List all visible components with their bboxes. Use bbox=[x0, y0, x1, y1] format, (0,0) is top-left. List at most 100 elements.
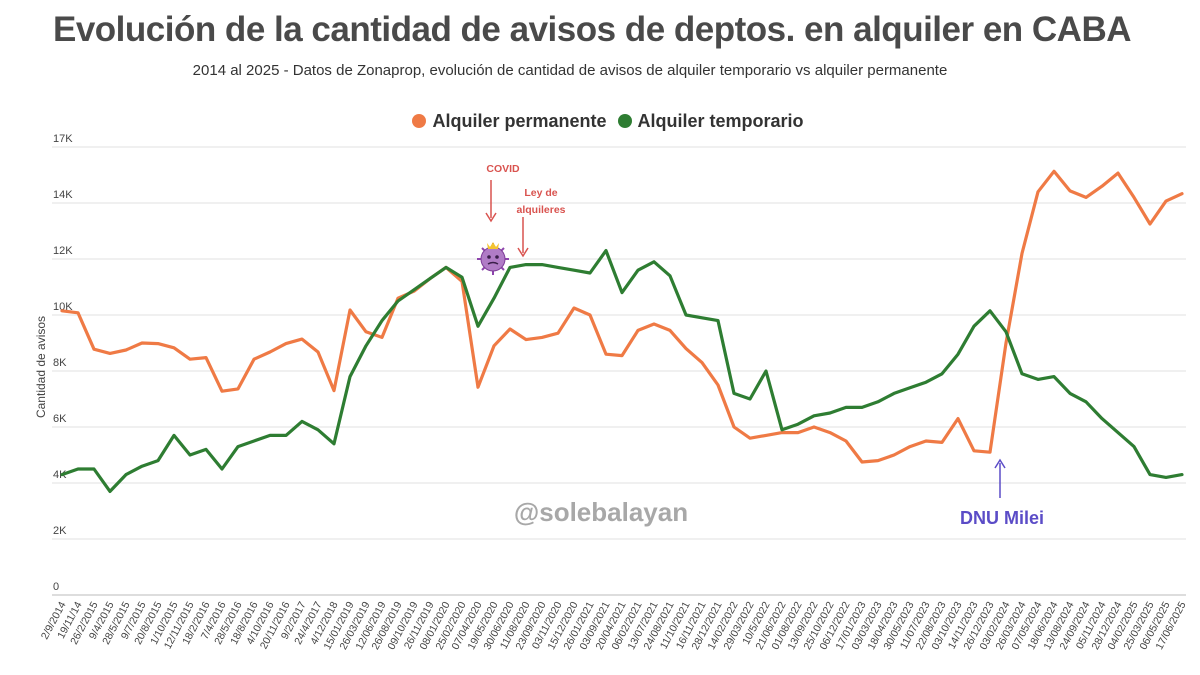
legend-swatch-permanente bbox=[412, 114, 427, 128]
data-point bbox=[237, 388, 239, 390]
data-point bbox=[365, 331, 367, 333]
data-point bbox=[877, 459, 879, 462]
data-point bbox=[653, 261, 655, 263]
data-point bbox=[525, 338, 527, 341]
data-point bbox=[317, 429, 319, 431]
data-point bbox=[989, 451, 991, 454]
data-point bbox=[221, 390, 223, 393]
data-point bbox=[765, 434, 767, 437]
annotation-dnu-arrowhead bbox=[994, 458, 1006, 469]
data-point bbox=[925, 440, 927, 442]
data-point bbox=[781, 429, 783, 431]
data-point bbox=[541, 263, 543, 266]
data-point bbox=[669, 275, 671, 277]
data-point bbox=[941, 441, 943, 444]
virus-emoji-icon bbox=[477, 242, 509, 275]
data-point bbox=[1181, 192, 1183, 195]
data-point bbox=[621, 291, 623, 294]
data-point bbox=[157, 342, 159, 345]
data-point bbox=[317, 351, 319, 353]
data-point bbox=[701, 361, 703, 364]
data-point bbox=[781, 431, 783, 434]
data-point bbox=[477, 325, 479, 328]
data-point bbox=[573, 307, 575, 309]
data-point bbox=[573, 269, 575, 272]
annotation-ley-2: alquileres bbox=[516, 204, 565, 216]
data-point bbox=[541, 336, 543, 339]
data-point bbox=[1069, 392, 1071, 395]
data-point bbox=[877, 401, 879, 403]
data-point bbox=[253, 358, 255, 361]
data-point bbox=[861, 406, 863, 409]
data-point bbox=[1053, 170, 1055, 173]
y-tick-label: 4K bbox=[53, 469, 67, 481]
data-point bbox=[429, 277, 431, 280]
y-tick-label: 6K bbox=[53, 413, 67, 425]
data-point bbox=[477, 386, 479, 389]
data-point bbox=[685, 314, 687, 316]
legend-item-permanente[interactable]: Alquiler permanente bbox=[412, 111, 607, 132]
data-point bbox=[125, 349, 127, 351]
y-tick-label: 0 bbox=[53, 581, 59, 593]
data-point bbox=[829, 412, 831, 414]
data-point bbox=[397, 297, 399, 300]
data-point bbox=[1117, 431, 1119, 434]
data-point bbox=[605, 249, 607, 252]
y-tick-label: 8K bbox=[53, 357, 67, 369]
data-point bbox=[717, 384, 719, 386]
data-point bbox=[845, 406, 847, 409]
data-point bbox=[1005, 342, 1007, 344]
data-point bbox=[1101, 185, 1103, 187]
data-point bbox=[461, 276, 463, 279]
annotation-covid: COVID bbox=[486, 163, 520, 175]
y-axis-label: Cantidad de avisos bbox=[34, 316, 48, 418]
annotation-dnu: DNU Milei bbox=[960, 508, 1044, 528]
data-point bbox=[1037, 191, 1039, 193]
chart-subtitle: 2014 al 2025 - Datos de Zonaprop, evoluc… bbox=[192, 62, 948, 79]
data-point bbox=[221, 468, 223, 470]
series-lines bbox=[60, 169, 1184, 493]
data-point bbox=[1165, 476, 1167, 479]
data-point bbox=[173, 434, 175, 437]
legend-item-temporario[interactable]: Alquiler temporario bbox=[617, 111, 804, 132]
data-point bbox=[829, 431, 831, 434]
data-point bbox=[1149, 223, 1151, 225]
data-point bbox=[77, 312, 79, 314]
data-point bbox=[733, 426, 735, 428]
data-point bbox=[957, 353, 959, 356]
legend-label-permanente: Alquiler permanente bbox=[432, 111, 607, 131]
data-point bbox=[125, 473, 127, 476]
data-point bbox=[893, 392, 895, 395]
data-point bbox=[749, 398, 751, 400]
data-point bbox=[189, 454, 191, 456]
data-point bbox=[381, 336, 383, 339]
data-point bbox=[93, 348, 95, 351]
data-point bbox=[1133, 445, 1135, 448]
data-point bbox=[141, 465, 143, 468]
data-point bbox=[941, 373, 943, 375]
data-point bbox=[333, 443, 335, 445]
data-point bbox=[237, 445, 239, 448]
data-point bbox=[813, 415, 815, 417]
data-point bbox=[509, 266, 511, 269]
annotation-ley-arrowhead bbox=[517, 247, 529, 258]
data-point bbox=[509, 328, 511, 330]
data-point bbox=[1101, 417, 1103, 420]
x-axis-ticks: 2/9/201419/11/1426/2/20159/4/201528/5/20… bbox=[39, 600, 1189, 652]
data-point bbox=[637, 269, 639, 272]
data-point bbox=[1085, 196, 1087, 199]
data-point bbox=[909, 387, 911, 389]
data-point bbox=[717, 319, 719, 322]
data-point bbox=[797, 423, 799, 426]
data-point bbox=[61, 473, 63, 476]
data-point bbox=[1149, 473, 1151, 476]
data-point bbox=[61, 310, 63, 312]
data-point bbox=[109, 490, 111, 493]
data-point bbox=[141, 342, 143, 344]
data-point bbox=[77, 468, 79, 470]
data-point bbox=[493, 345, 495, 347]
data-point bbox=[1069, 190, 1071, 192]
data-point bbox=[653, 323, 655, 325]
